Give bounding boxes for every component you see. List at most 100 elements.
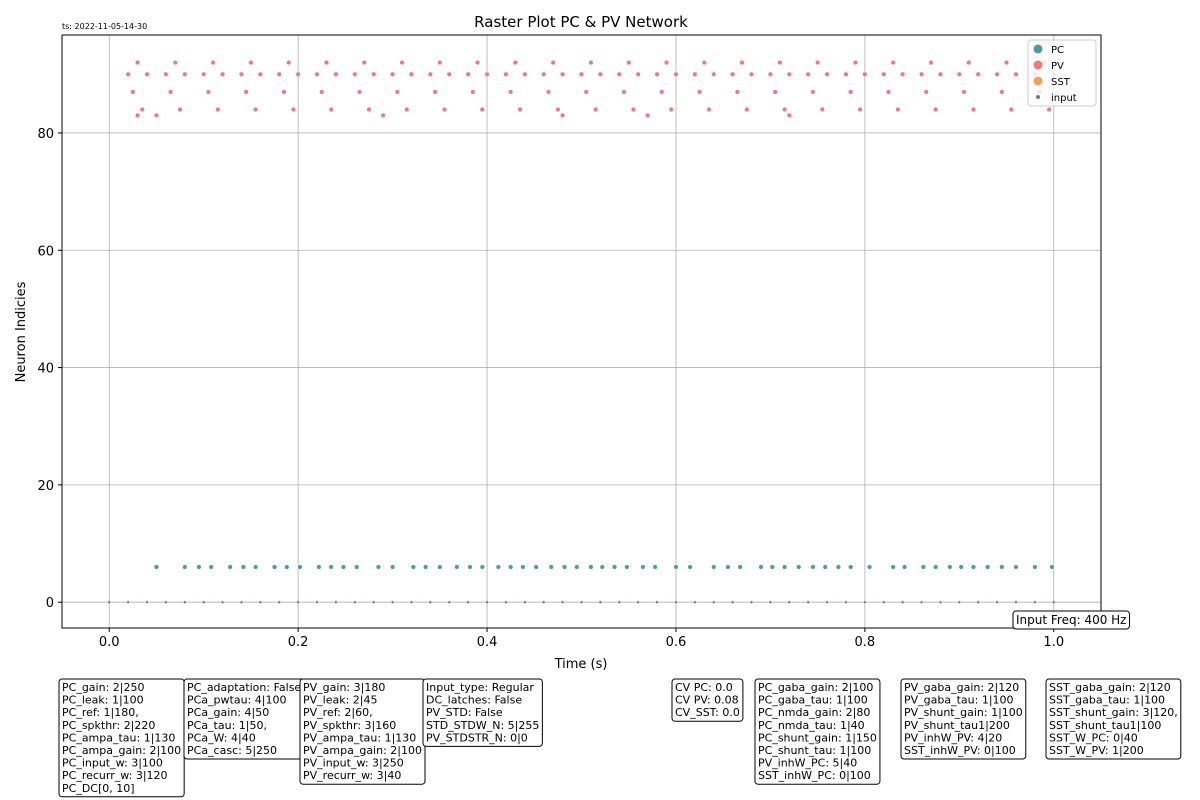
point: [958, 564, 964, 570]
point: [295, 71, 301, 77]
parameter-line: PC_adaptation: False: [187, 681, 301, 694]
point: [465, 71, 471, 77]
point: [371, 71, 377, 77]
point: [475, 60, 481, 66]
point: [617, 600, 621, 604]
parameter-line: PV_gaba_gain: 2|120: [904, 681, 1019, 694]
y-tick-label: 40: [37, 362, 54, 377]
parameter-line: PV_inhW_PC: 5|40: [758, 757, 857, 770]
point: [976, 600, 980, 604]
point: [664, 60, 670, 66]
point: [328, 106, 334, 112]
point: [824, 71, 830, 77]
parameter-line: PV_STDSTR_N: 0|0: [426, 731, 528, 744]
parameter-box-frame: [671, 678, 744, 722]
point: [390, 600, 395, 604]
point: [655, 600, 659, 604]
point: [583, 89, 589, 95]
point: [366, 106, 372, 112]
point: [734, 89, 740, 95]
parameter-line: PV_ampa_tau: 1|130: [303, 731, 416, 744]
point: [938, 600, 943, 604]
point: [470, 89, 476, 95]
point: [168, 89, 174, 95]
point: [999, 89, 1005, 95]
point: [769, 564, 775, 570]
point: [985, 564, 991, 570]
point: [626, 60, 632, 66]
point: [290, 106, 296, 112]
point: [848, 89, 854, 95]
point: [805, 71, 811, 77]
point: [555, 106, 561, 112]
x-tick-label: 0.6: [666, 635, 687, 650]
parameter-line: SST_gaba_gain: 2|120: [1049, 681, 1171, 694]
point: [881, 71, 887, 77]
point: [970, 106, 976, 112]
point: [410, 564, 416, 570]
point: [693, 600, 697, 604]
point: [772, 89, 778, 95]
parameter-line: PC_spkthr: 2|220: [62, 719, 155, 732]
point: [1032, 564, 1038, 570]
point: [612, 564, 618, 570]
point: [239, 600, 244, 604]
point: [890, 60, 896, 66]
parameter-line: PCa_pwtau: 4|100: [187, 694, 286, 707]
point: [1013, 71, 1019, 77]
point: [844, 600, 848, 604]
parameter-line: SST_inhW_PV: 0|100: [904, 744, 1016, 757]
point: [495, 564, 501, 570]
point: [220, 71, 226, 77]
point: [806, 600, 810, 604]
parameter-line: SST_W_PC: 0|40: [1049, 731, 1138, 744]
point: [645, 112, 651, 118]
point: [183, 600, 187, 604]
parameter-line: SST_gaba_tau: 1|100: [1049, 694, 1165, 707]
point: [466, 600, 470, 604]
point: [621, 89, 627, 95]
point: [182, 564, 188, 570]
point: [579, 71, 585, 77]
point: [768, 600, 773, 604]
point: [630, 106, 636, 112]
point: [220, 600, 225, 604]
point: [548, 564, 554, 570]
parameter-line: PC_shunt_tau: 1|100: [758, 744, 871, 757]
parameter-line: DC_latches: False: [426, 694, 522, 707]
point: [822, 564, 828, 570]
y-tick-label: 0: [46, 596, 54, 611]
point: [372, 600, 376, 604]
point: [437, 60, 443, 66]
point: [1046, 106, 1052, 112]
parameter-line: PV_inhW_PV: 4|20: [904, 731, 1002, 744]
point: [947, 564, 953, 570]
parameter-line: PC_recurr_w: 3|120: [62, 769, 168, 782]
point: [825, 600, 829, 604]
point: [712, 600, 716, 604]
point: [286, 60, 292, 66]
parameter-line: PC_gaba_tau: 1|100: [758, 694, 868, 707]
y-tick-label: 60: [37, 244, 54, 259]
point: [767, 71, 773, 77]
point: [428, 600, 432, 604]
point: [923, 89, 929, 95]
point: [970, 564, 976, 570]
point: [130, 89, 136, 95]
parameter-box-frame: [422, 678, 543, 747]
point: [361, 60, 367, 66]
parameter-line: PC_input_w: 3|100: [62, 757, 163, 770]
legend-frame: [1027, 39, 1097, 107]
point: [588, 60, 594, 66]
point: [635, 71, 641, 77]
point: [862, 71, 868, 77]
point: [956, 71, 962, 77]
point: [701, 60, 707, 66]
point: [446, 71, 452, 77]
point: [933, 564, 939, 570]
point: [253, 564, 259, 570]
point: [550, 60, 556, 66]
